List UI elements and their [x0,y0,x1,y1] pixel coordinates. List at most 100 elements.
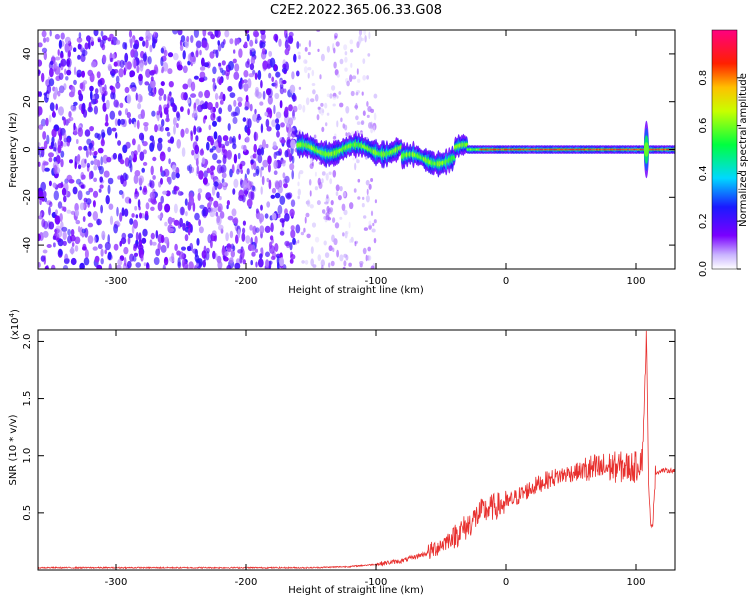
spectrogram-cell [57,144,62,154]
spectrogram-cell [170,97,175,106]
spectrogram-cell [145,39,149,49]
spectrogram-cell [131,213,135,218]
spectrogram-cell [270,222,274,233]
spectrogram-cell [92,190,99,198]
spectrogram-cell [160,47,165,54]
spectrogram-cell [53,190,59,201]
spectrogram-cell [213,181,219,187]
spectrogram-cell [274,181,280,190]
spectrogram-cell [317,48,320,53]
spectrogram-cell [172,30,178,35]
spectrogram-cell [38,59,43,67]
spectrogram-cell [104,249,107,255]
spectrogram-cell [249,224,253,231]
spectrogram-cell [111,72,115,78]
spectrogram-x-axis-label: Height of straight line (km) [288,285,424,296]
spectrogram-cell [211,230,217,237]
spectrogram-cell [99,184,104,189]
spectrogram-cell [292,105,298,113]
spectrogram-cell [133,243,138,249]
spectrogram-cell [274,243,279,252]
spectrogram-cell [136,65,140,74]
spectrogram-cell [192,202,196,212]
spectrogram-cell [291,116,296,121]
spectrogram-cell [129,70,136,77]
spectrogram-cell [128,118,132,125]
spectrogram-cell [218,196,222,201]
spectrogram-cell [43,51,47,61]
spectrogram-cell [253,131,257,142]
spectrogram-cell [272,251,276,260]
spectrogram-cell [132,138,136,146]
spectrogram-cell [113,223,118,234]
spectrogram-cell [134,252,138,257]
spectrogram-cell [171,171,177,181]
spectrogram-cell [643,142,649,157]
spectrogram-cell [332,217,336,224]
spectrogram-cell [188,164,192,174]
spectrogram-cell [176,139,181,149]
spectrogram-cell [62,240,67,246]
spectrogram-cell [332,136,337,140]
spectrogram-cell [196,238,200,246]
spectrogram-cell [182,261,189,269]
spectrogram-cell [57,201,63,209]
spectrogram-cell [156,110,160,116]
spectrogram-cell [159,125,164,132]
spectrogram-cell [243,79,248,84]
spectrogram-cell [57,238,64,247]
spectrogram-cell [209,210,216,218]
spectrogram-cell [233,153,238,164]
spectrogram-cell [219,99,224,105]
spectrogram-cell [150,206,155,211]
spectrogram-cell [88,187,94,193]
spectrogram-cell [324,252,330,258]
spectrogram-cell [362,75,367,81]
spectrogram-cell [292,94,297,102]
spectrogram-cell [252,30,259,38]
spectrogram-cell [253,143,257,153]
spectrogram-cell [286,193,292,200]
spectrogram-cell [174,243,178,251]
spectrogram-cell [85,198,92,205]
spectrogram-cell [186,98,191,104]
spectrogram-cell [176,123,179,128]
spectrogram-cell [210,112,216,121]
spectrogram-cell [190,93,197,98]
spectrogram-cell [226,200,230,206]
spectrogram-cell [103,90,108,96]
spectrogram-cell [162,190,168,195]
spectrogram-cell [55,209,58,216]
spectrogram-cell [334,222,340,229]
spectrogram-cell [107,37,112,42]
snr-y-ticks: 0.5 1.0 1.5 2.0 [22,333,675,521]
spectrogram-cell [249,49,252,56]
spectrogram-cell [188,261,194,269]
spectrogram-cell [235,234,239,244]
spectrogram-cell [264,111,268,117]
spectrogram-cell [283,88,287,93]
spectrogram-cell [254,108,257,115]
spectrogram-cell [77,190,83,201]
spectrogram-cell [42,249,48,254]
spectrogram-cell [165,117,170,123]
spectrogram-cell [227,215,234,221]
spectrogram-cell [324,201,329,205]
spectrogram-cell [199,66,206,71]
spectrogram-cell [206,167,211,174]
spectrogram-cell [112,152,117,160]
spectrogram-cell [329,178,333,185]
spectrogram-cell [334,69,339,76]
spectrogram-cell [88,101,92,111]
spectrogram-cell [204,89,211,99]
spectrogram-cell [77,164,82,170]
spectrogram-cell [256,91,262,99]
spectrogram-cell [358,30,363,36]
spectrogram-cell [187,227,191,236]
spectrogram-cell [246,198,253,208]
snr-y-scale-suffix: ) [10,309,21,313]
chart-title: C2E2.2022.365.06.33.G08 [270,3,442,18]
spectrogram-cell [305,212,310,218]
spectrogram-cell [177,30,183,36]
